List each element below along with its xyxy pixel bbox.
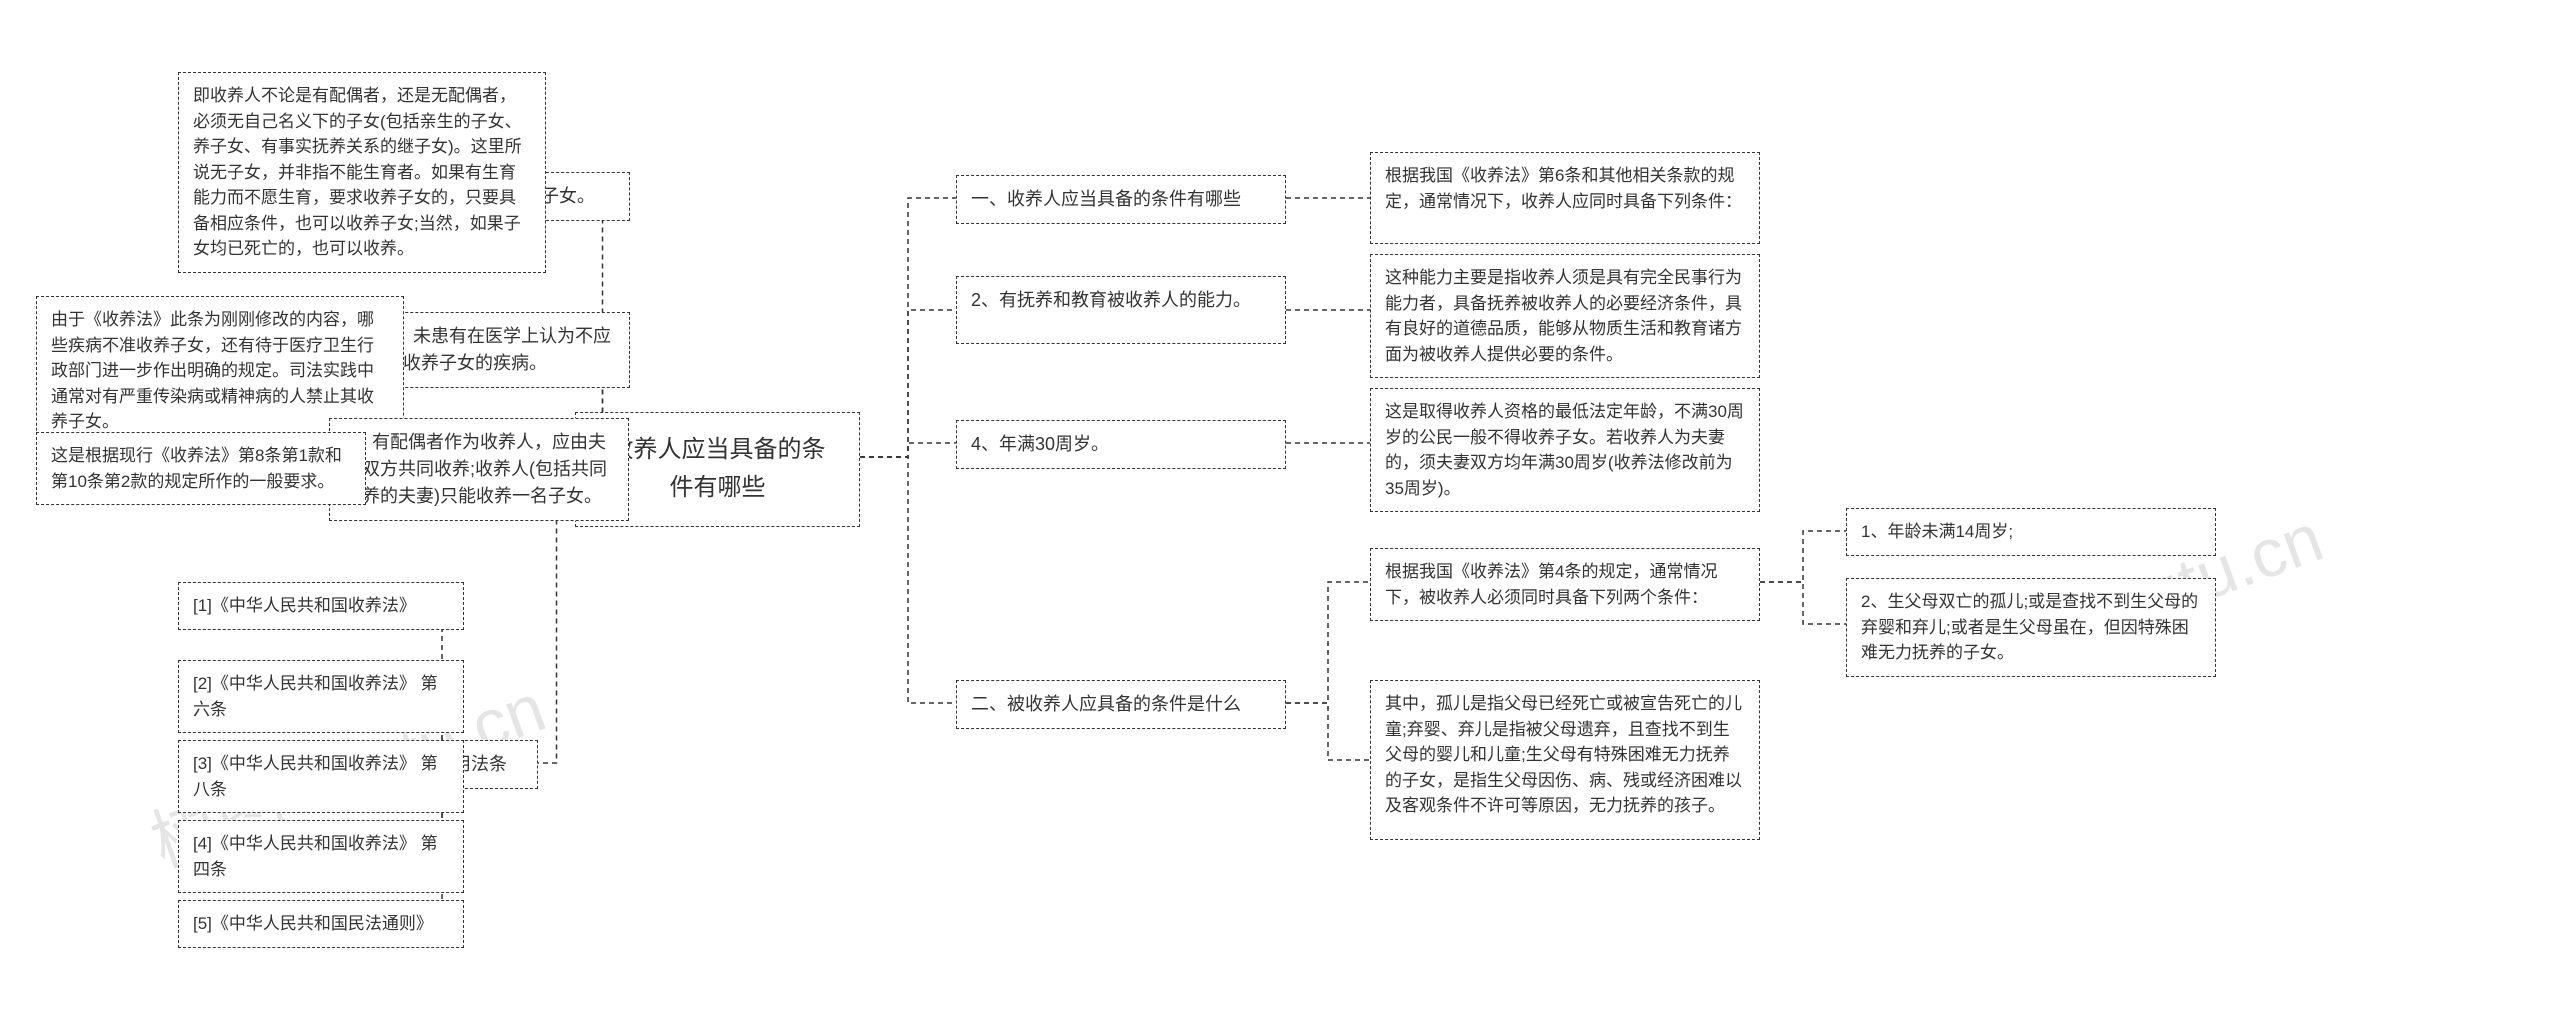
node-r4a1: 1、年龄未满14周岁; bbox=[1846, 508, 2216, 556]
node-l4-5: [5]《中华人民共和国民法通则》 bbox=[178, 900, 464, 948]
node-r4b: 其中，孤儿是指父母已经死亡或被宣告死亡的儿童;弃婴、弃儿是指被父母遗弃，且查找不… bbox=[1370, 680, 1760, 840]
node-r1: 一、收养人应当具备的条件有哪些 bbox=[956, 175, 1286, 224]
node-l1-detail: 即收养人不论是有配偶者，还是无配偶者，必须无自己名义下的子女(包括亲生的子女、养… bbox=[178, 72, 546, 273]
node-l2: 3、未患有在医学上认为不应当收养子女的疾病。 bbox=[370, 312, 630, 388]
node-r4a2: 2、生父母双亡的孤儿;或是查找不到生父母的弃婴和弃儿;或者是生父母虽在，但因特殊… bbox=[1846, 578, 2216, 677]
node-l4-2: [2]《中华人民共和国收养法》 第六条 bbox=[178, 660, 464, 733]
node-l4-1: [1]《中华人民共和国收养法》 bbox=[178, 582, 464, 630]
node-r2: 2、有抚养和教育被收养人的能力。 bbox=[956, 276, 1286, 344]
node-l3: 5、有配偶者作为收养人，应由夫妻双方共同收养;收养人(包括共同收养的夫妻)只能收… bbox=[329, 418, 629, 521]
node-r4: 二、被收养人应具备的条件是什么 bbox=[956, 680, 1286, 729]
node-l3-detail: 这是根据现行《收养法》第8条第1款和第10条第2款的规定所作的一般要求。 bbox=[36, 432, 366, 505]
node-r3: 4、年满30周岁。 bbox=[956, 420, 1286, 469]
node-r3-detail: 这是取得收养人资格的最低法定年龄，不满30周岁的公民一般不得收养子女。若收养人为… bbox=[1370, 388, 1760, 512]
node-l4-3: [3]《中华人民共和国收养法》 第八条 bbox=[178, 740, 464, 813]
node-r2-detail: 这种能力主要是指收养人须是具有完全民事行为能力者，具备抚养被收养人的必要经济条件… bbox=[1370, 254, 1760, 378]
node-r1-detail: 根据我国《收养法》第6条和其他相关条款的规定，通常情况下，收养人应同时具备下列条… bbox=[1370, 152, 1760, 244]
node-r4a: 根据我国《收养法》第4条的规定，通常情况下，被收养人必须同时具备下列两个条件： bbox=[1370, 548, 1760, 621]
node-l4-4: [4]《中华人民共和国收养法》 第四条 bbox=[178, 820, 464, 893]
